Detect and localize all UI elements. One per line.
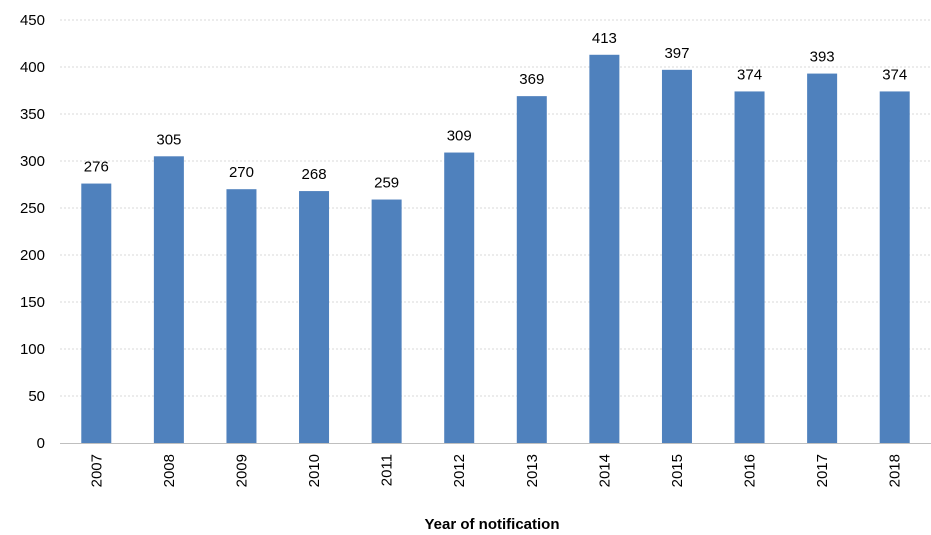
y-tick-label: 300 xyxy=(20,153,45,170)
x-axis-title: Year of notification xyxy=(424,516,559,533)
x-tick-label: 2009 xyxy=(233,454,250,487)
bar xyxy=(444,152,475,444)
bar xyxy=(807,73,838,443)
bar-value-label: 309 xyxy=(447,128,472,145)
x-tick-label: 2010 xyxy=(306,454,323,487)
x-tick-label: 2008 xyxy=(161,454,178,487)
bar xyxy=(589,54,620,443)
bar-value-label: 276 xyxy=(84,159,109,176)
y-tick-label: 400 xyxy=(20,59,45,76)
x-tick-label: 2007 xyxy=(88,454,105,487)
bar-value-label: 413 xyxy=(592,30,617,47)
x-tick-label: 2014 xyxy=(596,454,613,487)
y-tick-label: 150 xyxy=(20,294,45,311)
bar xyxy=(516,96,547,443)
bar xyxy=(299,191,330,443)
bar-value-label: 270 xyxy=(229,164,254,181)
bar xyxy=(661,69,692,443)
x-tick-label: 2018 xyxy=(887,454,904,487)
bars xyxy=(81,54,910,444)
y-tick-label: 250 xyxy=(20,200,45,217)
x-tick-label: 2017 xyxy=(814,454,831,487)
bar-value-label: 397 xyxy=(664,45,689,62)
bar xyxy=(81,183,112,443)
y-axis-ticks: 0 50 100 150 200 250 300 350 400 450 xyxy=(20,12,45,452)
data-labels: 276 305 270 268 259 309 369 413 397 374 393 374 xyxy=(84,30,907,192)
x-tick-label: 2015 xyxy=(669,454,686,487)
bar-value-label: 374 xyxy=(737,66,762,83)
bar-value-label: 393 xyxy=(810,49,835,66)
x-tick-label: 2013 xyxy=(524,454,541,487)
x-axis-ticks: 2007 2008 2009 2010 2011 2012 2013 2014 2015 2016… xyxy=(88,454,903,487)
gridlines xyxy=(60,19,931,397)
bar xyxy=(226,189,257,443)
bar xyxy=(153,156,184,444)
y-tick-label: 50 xyxy=(28,388,45,405)
bar xyxy=(371,199,402,443)
bar-value-label: 259 xyxy=(374,175,399,192)
y-tick-label: 100 xyxy=(20,341,45,358)
x-tick-label: 2016 xyxy=(742,454,759,487)
y-tick-label: 450 xyxy=(20,12,45,29)
bar xyxy=(734,91,765,443)
x-tick-label: 2011 xyxy=(379,454,396,486)
bar-value-label: 305 xyxy=(156,131,181,148)
bar-value-label: 369 xyxy=(519,71,544,88)
bar-value-label: 268 xyxy=(302,166,327,183)
x-tick-label: 2012 xyxy=(451,454,468,487)
bar-value-label: 374 xyxy=(882,66,907,83)
y-tick-label: 0 xyxy=(37,435,45,452)
y-tick-label: 200 xyxy=(20,247,45,264)
y-tick-label: 350 xyxy=(20,106,45,123)
bar xyxy=(879,91,910,443)
